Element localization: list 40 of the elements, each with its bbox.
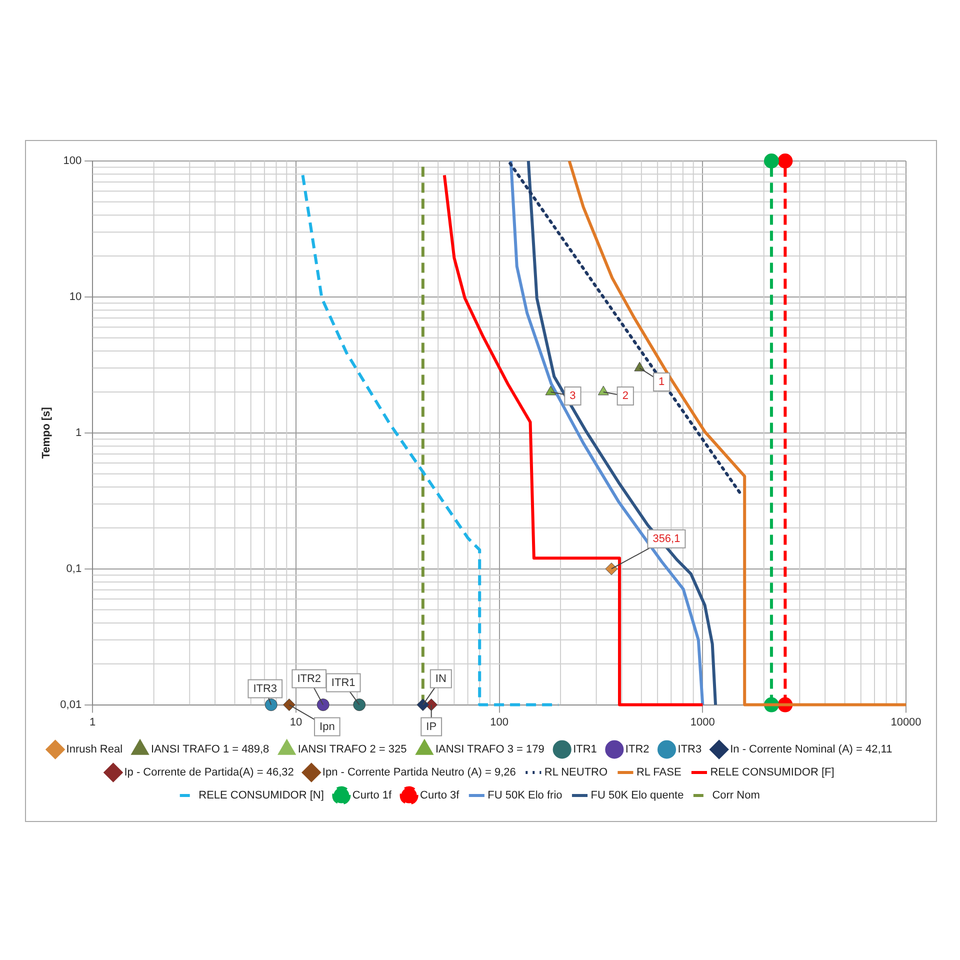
legend-label: RELE CONSUMIDOR [F] (710, 766, 834, 779)
annotation: ITR1 (331, 676, 356, 689)
y-axis-title: Tempo [s] (40, 406, 53, 459)
y-tick-label: 0,01 (60, 698, 82, 711)
x-tick-label: 1 (90, 716, 96, 728)
legend-label: FU 50K Elo quente (590, 790, 684, 802)
legend-label: RL NEUTRO (544, 766, 608, 779)
x-tick-label: 1000 (690, 716, 715, 728)
annotation: ITR3 (253, 682, 278, 695)
legend-label: Curto 3f (420, 790, 460, 802)
annotation: 2 (622, 390, 628, 402)
x-tick-label: 10 (290, 716, 302, 728)
annotation: 356,1 (652, 532, 680, 545)
y-tick-label: 100 (63, 155, 82, 168)
legend-label: ITR3 (678, 744, 702, 756)
legend-label: Corr Nom (712, 790, 760, 802)
y-tick-label: 1 (75, 426, 82, 439)
legend-label: Curto 1f (352, 790, 392, 802)
legend-label: IANSI TRAFO 2 = 325 (298, 744, 407, 756)
legend-label: FU 50K Elo frio (488, 790, 562, 802)
annotation: ITR2 (297, 672, 322, 685)
annotation: IN (435, 672, 446, 685)
legend-label: RL FASE (636, 766, 682, 779)
annotation: IP (426, 720, 437, 733)
legend-label: In - Corrente Nominal (A) = 42,11 (730, 744, 892, 756)
legend-label: RELE CONSUMIDOR [N] (198, 790, 324, 802)
annotation: 3 (570, 390, 576, 402)
legend-label: ITR2 (625, 744, 650, 756)
y-tick-label: 10 (69, 290, 82, 303)
y-tick-label: 0,1 (66, 562, 82, 575)
legend-label: Ipn - Corrente Partida Neutro (A) = 9,26 (322, 766, 516, 779)
legend-label: Ip - Corrente de Partida(A) = 46,32 (124, 766, 294, 779)
legend-label: ITR1 (573, 744, 597, 756)
annotation: Ipn (320, 720, 335, 733)
x-tick-label: 100 (490, 716, 508, 728)
legend-label: IANSI TRAFO 1 = 489,8 (151, 744, 270, 756)
legend-label: IANSI TRAFO 3 = 179 (435, 744, 544, 756)
annotation: 1 (658, 376, 665, 388)
legend-label: Inrush Real (66, 744, 123, 756)
x-tick-label: 10000 (890, 716, 922, 728)
